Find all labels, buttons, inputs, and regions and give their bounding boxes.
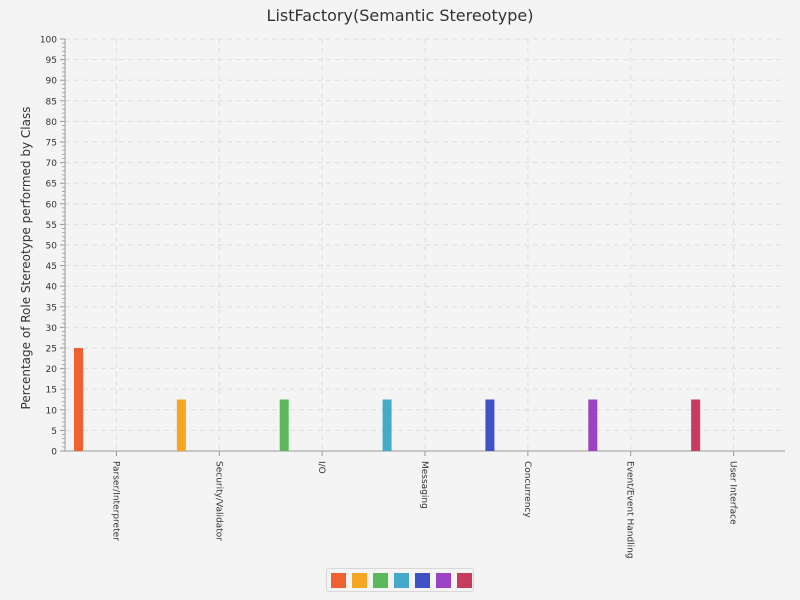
y-tick-label: 40: [46, 283, 58, 293]
x-tick-label: Messaging: [419, 461, 429, 509]
legend: [326, 568, 474, 592]
x-tick-label: Parser/Interpreter: [110, 461, 120, 541]
x-tick-label: User Interface: [728, 461, 738, 525]
y-tick-label: 85: [46, 97, 57, 107]
bar-user-interface[interactable]: [691, 399, 701, 452]
x-tick-label: Security/Validator: [213, 461, 223, 541]
y-tick-label: 100: [40, 36, 57, 46]
y-tick-label: 75: [46, 139, 57, 149]
y-tick-label: 0: [51, 448, 57, 458]
chart-title: ListFactory(Semantic Stereotype): [266, 6, 534, 25]
y-tick-label: 50: [46, 242, 58, 252]
y-tick-label: 45: [46, 262, 57, 272]
x-tick-label: Event/Event Handling: [625, 461, 635, 559]
y-tick-label: 70: [46, 159, 58, 169]
legend-swatch-i-o[interactable]: [373, 573, 388, 588]
legend-swatch-parser-interpreter[interactable]: [331, 573, 346, 588]
x-tick-label: I/O: [316, 461, 326, 474]
bar-event-event-handling[interactable]: [588, 399, 598, 452]
y-tick-label: 95: [46, 56, 57, 66]
grid-lines: [65, 38, 785, 451]
bar-i-o[interactable]: [279, 399, 289, 452]
y-tick-label: 80: [46, 118, 58, 128]
y-tick-label: 30: [46, 324, 58, 334]
y-tick-label: 5: [51, 427, 57, 437]
bar-messaging[interactable]: [382, 399, 392, 452]
y-tick-label: 25: [46, 345, 57, 355]
y-axis-label: Percentage of Role Stereotype performed …: [19, 107, 33, 410]
bar-concurrency[interactable]: [485, 399, 495, 452]
y-tick-label: 35: [46, 303, 57, 313]
y-tick-label: 55: [46, 221, 57, 231]
tick-labels: 0 5 10 15 20 25 30 35 40 45 50 55 60 65 70 75 80 85 90 95 10…: [40, 36, 738, 559]
legend-swatch-security-validator[interactable]: [352, 573, 367, 588]
y-tick-label: 10: [46, 406, 58, 416]
axes: [60, 38, 785, 456]
legend-swatch-event-event-handling[interactable]: [436, 573, 451, 588]
legend-swatch-messaging[interactable]: [394, 573, 409, 588]
legend-swatch-concurrency[interactable]: [415, 573, 430, 588]
y-tick-label: 20: [46, 365, 58, 375]
y-tick-label: 60: [46, 200, 58, 210]
y-tick-label: 90: [46, 77, 58, 87]
y-tick-label: 15: [46, 386, 57, 396]
x-tick-label: Concurrency: [522, 461, 532, 518]
bar-security-validator[interactable]: [176, 399, 186, 452]
bar-parser-interpreter[interactable]: [74, 348, 83, 451]
y-tick-label: 65: [46, 180, 57, 190]
bars: [74, 348, 701, 452]
legend-swatch-user-interface[interactable]: [457, 573, 472, 588]
